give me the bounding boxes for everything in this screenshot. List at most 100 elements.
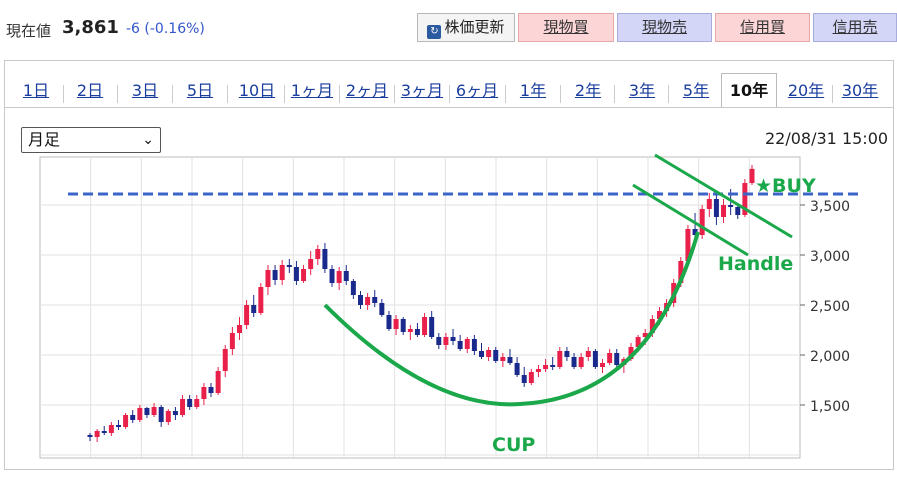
- tab-divider: [227, 85, 228, 103]
- candle-body: [94, 431, 100, 437]
- tab-3y[interactable]: 3年: [628, 81, 656, 100]
- margin-sell-button[interactable]: 信用売: [813, 13, 897, 42]
- tab-3d[interactable]: 3日: [131, 81, 159, 100]
- candle-body: [543, 365, 549, 369]
- tab-10y[interactable]: 10年: [721, 73, 777, 108]
- candle-body: [407, 329, 413, 332]
- candles: [87, 165, 755, 442]
- tab-1y[interactable]: 1年: [519, 81, 547, 100]
- candle-body: [322, 249, 328, 269]
- tab-3m[interactable]: 3ヶ月: [400, 81, 444, 100]
- candle-body: [350, 281, 356, 295]
- tab-10d[interactable]: 10日: [238, 81, 276, 100]
- cup-curve: [323, 231, 700, 407]
- period-select[interactable]: 月足 ⌄: [21, 127, 161, 153]
- candle-body: [244, 305, 250, 325]
- candle-body: [564, 351, 570, 357]
- cup-annotation: CUP: [492, 434, 535, 456]
- buy-annotation: ★BUY: [755, 175, 816, 197]
- candle-body: [685, 229, 691, 261]
- candle-body: [735, 207, 741, 215]
- candle-body: [706, 199, 712, 209]
- tab-6m[interactable]: 6ヶ月: [455, 81, 499, 100]
- tab-5d[interactable]: 5日: [186, 81, 214, 100]
- candle-body: [279, 265, 285, 280]
- candle-body: [151, 407, 157, 415]
- candle-body: [393, 319, 399, 329]
- candle-body: [614, 353, 620, 365]
- tab-divider: [394, 85, 395, 103]
- candle-body: [329, 269, 335, 283]
- candle-body: [514, 363, 520, 375]
- candle-body: [293, 267, 299, 281]
- candle-body: [550, 365, 556, 367]
- candle-body: [649, 319, 655, 333]
- handle-line-lower: [632, 183, 749, 257]
- candle-body: [101, 431, 107, 433]
- tab-divider: [614, 85, 615, 103]
- tab-divider: [505, 85, 506, 103]
- tab-1d[interactable]: 1日: [22, 81, 50, 100]
- y-tick-label: 2,500: [810, 299, 850, 315]
- tab-5y[interactable]: 5年: [682, 81, 710, 100]
- candle-body: [108, 425, 114, 433]
- candle-body: [123, 415, 129, 427]
- y-tick-label: 3,000: [810, 249, 850, 265]
- candle-body: [450, 337, 456, 341]
- candle-body: [372, 297, 378, 303]
- candle-body: [713, 199, 719, 217]
- tab-divider: [560, 85, 561, 103]
- candle-body: [500, 357, 506, 361]
- candle-body: [194, 399, 200, 407]
- candle-body: [464, 339, 470, 349]
- candle-body: [286, 265, 292, 267]
- candle-body: [479, 351, 484, 357]
- candle-body: [251, 305, 257, 313]
- handle-annotation: Handle: [718, 253, 793, 275]
- candle-body: [571, 357, 577, 367]
- candle-body: [528, 372, 534, 383]
- tab-2m[interactable]: 2ヶ月: [345, 81, 389, 100]
- candle-body: [87, 435, 93, 437]
- candle-body: [535, 369, 541, 372]
- cash-sell-button[interactable]: 現物売: [617, 13, 712, 42]
- candle-body: [336, 271, 342, 283]
- y-axis: 1,500 2,000 2,500 3,000 3,500: [800, 199, 850, 415]
- current-price-value: 3,861: [62, 17, 119, 38]
- quote-header: 現在値 3,861 -6 (-0.16%) ↻ 株価更新 現物買 現物売 信用買 …: [0, 0, 897, 56]
- candle-body: [422, 317, 428, 335]
- candle-body: [258, 287, 264, 313]
- period-select-value: 月足: [28, 130, 61, 149]
- tab-1m[interactable]: 1ヶ月: [290, 81, 334, 100]
- tab-30y[interactable]: 30年: [841, 81, 879, 100]
- tab-2y[interactable]: 2年: [574, 81, 602, 100]
- candle-body: [471, 339, 477, 351]
- candle-body: [158, 407, 164, 422]
- tab-2d[interactable]: 2日: [76, 81, 104, 100]
- tab-20y[interactable]: 20年: [787, 81, 825, 100]
- chevron-down-icon: ⌄: [142, 132, 154, 148]
- margin-buy-button[interactable]: 信用買: [715, 13, 810, 42]
- candle-body: [222, 349, 228, 371]
- candle-body: [144, 408, 150, 415]
- tab-divider: [63, 85, 64, 103]
- candle-body: [578, 357, 584, 367]
- candle-body: [585, 351, 591, 357]
- candle-body: [642, 333, 648, 337]
- refresh-price-button[interactable]: ↻ 株価更新: [417, 13, 515, 42]
- candle-body: [201, 387, 207, 399]
- candle-body: [600, 363, 606, 367]
- candle-body: [486, 350, 492, 357]
- candle-body: [229, 333, 235, 349]
- candle-body: [315, 249, 321, 259]
- candle-body: [272, 270, 278, 280]
- candle-body: [414, 329, 420, 335]
- candle-body: [678, 261, 684, 283]
- chart-grid: [39, 156, 801, 459]
- candle-body: [635, 337, 641, 347]
- plot-area: [39, 156, 801, 459]
- candle-body: [457, 341, 463, 349]
- candle-body: [400, 319, 406, 332]
- cash-buy-button[interactable]: 現物買: [518, 13, 614, 42]
